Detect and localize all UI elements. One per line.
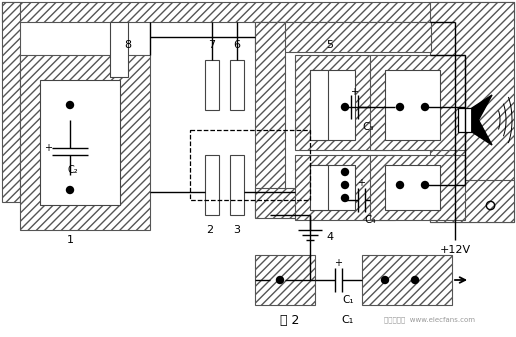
Circle shape [342, 103, 348, 111]
Circle shape [422, 182, 428, 188]
Circle shape [411, 276, 418, 283]
Bar [230, 155, 244, 215]
Bar [2, 2, 514, 22]
Text: C₂: C₂ [68, 165, 78, 175]
Text: 4: 4 [327, 232, 333, 242]
Text: 电子发烧友  www.elecfans.com: 电子发烧友 www.elecfans.com [384, 317, 476, 323]
Circle shape [396, 182, 404, 188]
Bar [370, 55, 465, 150]
Circle shape [342, 194, 348, 202]
Text: C₄: C₄ [364, 215, 376, 225]
Bar [295, 155, 395, 220]
Text: 8: 8 [124, 40, 132, 50]
Text: +: + [44, 143, 52, 153]
Text: +12V: +12V [440, 245, 471, 255]
Text: 2: 2 [206, 225, 214, 235]
Text: +: + [334, 258, 342, 268]
Circle shape [342, 182, 348, 188]
Bar [430, 180, 514, 222]
Bar [310, 70, 328, 140]
Circle shape [381, 276, 389, 283]
Polygon shape [472, 95, 492, 132]
Bar [385, 70, 440, 140]
Bar [295, 55, 395, 150]
Bar [205, 60, 219, 110]
Bar [255, 22, 431, 52]
Circle shape [67, 186, 73, 193]
Circle shape [342, 168, 348, 176]
Text: +: + [357, 178, 365, 188]
Text: 1: 1 [67, 235, 73, 245]
Text: C₁: C₁ [342, 295, 354, 305]
Text: +: + [350, 87, 358, 97]
Bar [40, 80, 120, 205]
Bar [190, 130, 310, 200]
Text: 3: 3 [234, 225, 240, 235]
Bar [310, 70, 355, 140]
Text: 6: 6 [234, 40, 240, 50]
Text: C₃: C₃ [362, 122, 374, 132]
Text: C₁: C₁ [342, 315, 354, 325]
Circle shape [396, 103, 404, 111]
Bar [310, 165, 355, 210]
Bar [458, 108, 472, 132]
Bar [2, 2, 20, 202]
Circle shape [277, 276, 283, 283]
Bar [110, 22, 128, 77]
Text: 7: 7 [208, 40, 216, 50]
Bar [370, 155, 465, 220]
Text: 图 2: 图 2 [280, 313, 300, 327]
Text: 5: 5 [327, 40, 333, 50]
Bar [362, 255, 452, 305]
Bar [230, 60, 244, 110]
Bar [20, 55, 150, 230]
Circle shape [422, 103, 428, 111]
Bar [255, 255, 315, 305]
Bar [310, 165, 328, 210]
Circle shape [67, 101, 73, 109]
Bar [255, 22, 285, 217]
Bar [205, 155, 219, 215]
Bar [430, 2, 514, 222]
Bar [255, 188, 431, 218]
Bar [385, 165, 440, 210]
Polygon shape [472, 108, 492, 145]
